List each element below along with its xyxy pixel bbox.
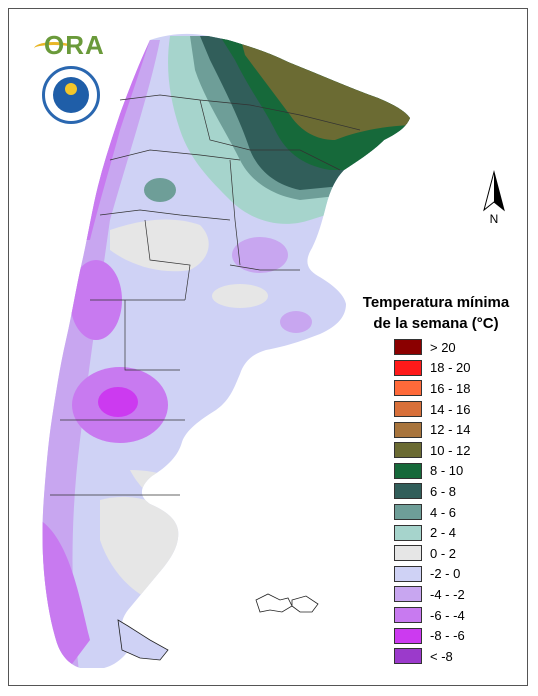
legend-swatch: [394, 648, 422, 665]
legend-item: 10 - 12: [394, 440, 470, 461]
north-label: N: [489, 212, 499, 226]
legend-label: -4 - -2: [430, 586, 465, 602]
north-indicator: N: [478, 172, 510, 232]
legend-swatch: [394, 442, 422, 459]
legend-item: 18 - 20: [394, 358, 470, 379]
legend-swatch: [394, 421, 422, 438]
legend-label: 14 - 16: [430, 401, 471, 417]
legend-title-line1: Temperatura mínima: [362, 294, 510, 311]
legend-label: 0 - 2: [430, 545, 457, 561]
legend-label: -8 - -6: [430, 628, 465, 644]
province-boundaries: [50, 94, 361, 496]
legend-label: > 20: [430, 339, 456, 355]
legend-item: 6 - 8: [394, 481, 470, 502]
legend-label: 6 - 8: [430, 483, 457, 499]
smn-seal-logo: [42, 66, 100, 124]
legend-swatch: [394, 380, 422, 397]
legend-item: -6 - -4: [394, 605, 470, 626]
legend-swatch: [394, 401, 422, 418]
legend-label: 12 - 14: [430, 422, 471, 438]
legend-swatch: [394, 483, 422, 500]
legend-item: > 20: [394, 337, 470, 358]
legend-item: -4 - -2: [394, 584, 470, 605]
legend-item: < -8: [394, 646, 470, 667]
legend-label: 4 - 6: [430, 504, 457, 520]
legend-item: 14 - 16: [394, 399, 470, 420]
zone-minus4-minus2-pampa: [280, 311, 312, 333]
zone-4-6-cuyo: [144, 178, 176, 202]
legend-label: 8 - 10: [430, 463, 464, 479]
legend-item: 8 - 10: [394, 461, 470, 482]
zone-0-2-east: [212, 284, 268, 308]
ora-logo-text: ORA: [44, 30, 105, 60]
legend-item: -8 - -6: [394, 625, 470, 646]
legend-label: 10 - 12: [430, 442, 471, 458]
zone-minus4-minus2-east: [232, 237, 288, 273]
legend-title: Temperatura mínima de la semana (°C): [348, 292, 524, 334]
legend-item: 0 - 2: [394, 543, 470, 564]
ora-logo: ORA: [34, 28, 106, 62]
legend-swatch: [394, 545, 422, 562]
legend-swatch: [394, 586, 422, 603]
legend-label: 18 - 20: [430, 360, 471, 376]
legend-item: -2 - 0: [394, 564, 470, 585]
legend-label: 2 - 4: [430, 525, 457, 541]
seal-sun-icon: [65, 83, 77, 95]
legend-item: 4 - 6: [394, 502, 470, 523]
ora-swoosh-icon: [34, 42, 74, 55]
legend-swatch: [394, 339, 422, 356]
legend-swatch: [394, 504, 422, 521]
legend-swatch: [394, 607, 422, 624]
legend-swatch: [394, 565, 422, 582]
legend-label: -2 - 0: [430, 566, 461, 582]
legend-item: 2 - 4: [394, 522, 470, 543]
legend-item: 16 - 18: [394, 378, 470, 399]
legend-label: 16 - 18: [430, 380, 471, 396]
legend-title-line2: de la semana (°C): [373, 315, 499, 332]
north-arrow-icon: [483, 170, 505, 212]
legend-label: -6 - -4: [430, 607, 465, 623]
islands: [117, 593, 319, 661]
legend: > 20 18 - 20 16 - 18 14 - 16 12 - 14 10 - 12 8…: [394, 337, 470, 667]
zone-0-2-central: [110, 219, 209, 272]
legend-swatch: [394, 462, 422, 479]
legend-swatch: [394, 627, 422, 644]
legend-swatch: [394, 359, 422, 376]
legend-item: 12 - 14: [394, 419, 470, 440]
legend-swatch: [394, 524, 422, 541]
legend-label: < -8: [430, 648, 453, 664]
zone-minus8-minus6: [98, 387, 138, 417]
